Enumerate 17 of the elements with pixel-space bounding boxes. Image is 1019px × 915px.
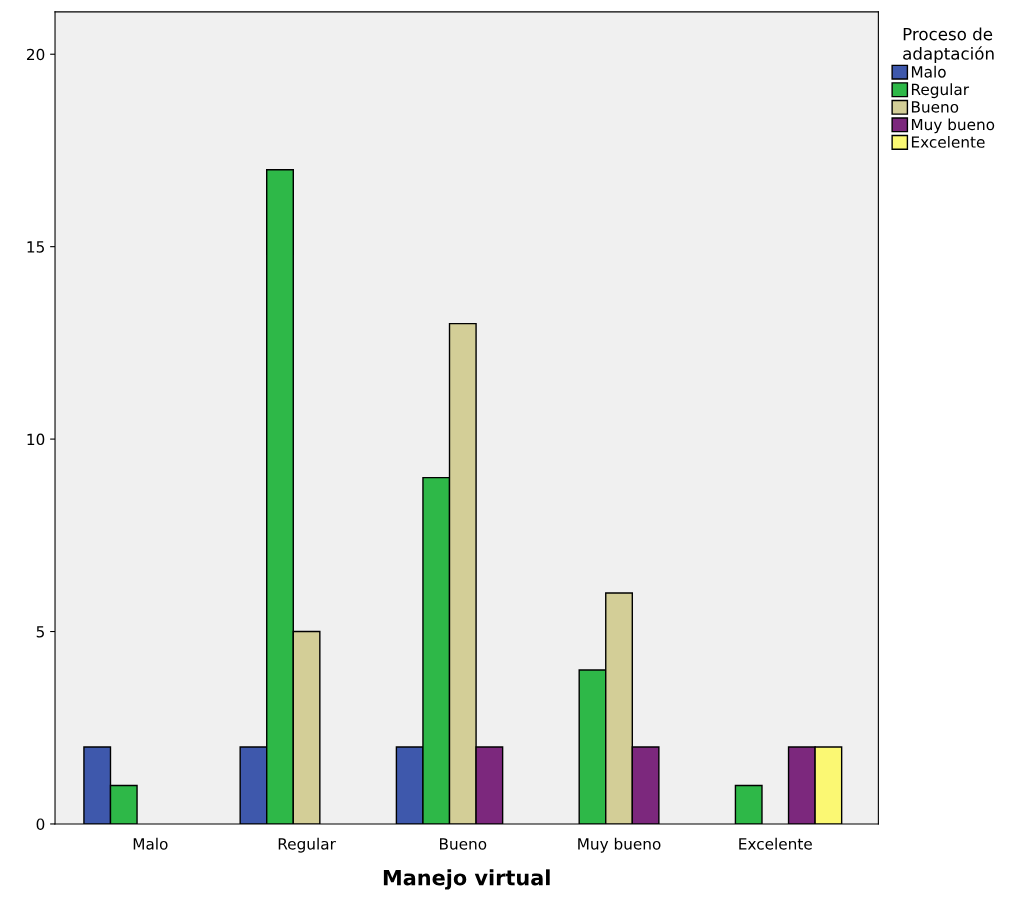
- y-tick-label: 0: [36, 818, 45, 830]
- x-tick-label: Muy bueno: [578, 837, 661, 853]
- y-tick-label: 15: [27, 241, 44, 253]
- x-axis-title: Manejo virtual: [383, 869, 550, 890]
- legend-title: Proceso de adaptación: [903, 27, 994, 64]
- x-tick-label: Malo: [133, 837, 168, 850]
- x-tick-label: Regular: [278, 837, 336, 853]
- x-tick-label: Bueno: [440, 838, 487, 850]
- legend-label: Muy bueno: [911, 118, 995, 134]
- y-tick-label: 5: [36, 626, 44, 638]
- legend-label: Regular: [911, 83, 970, 99]
- legend-label: Excelente: [911, 135, 985, 148]
- y-tick-label: 20: [26, 48, 45, 61]
- y-tick-label: 10: [27, 433, 45, 446]
- x-tick-label: Excelente: [739, 837, 812, 850]
- legend-label: Malo: [911, 65, 946, 78]
- legend-label: Bueno: [911, 101, 959, 113]
